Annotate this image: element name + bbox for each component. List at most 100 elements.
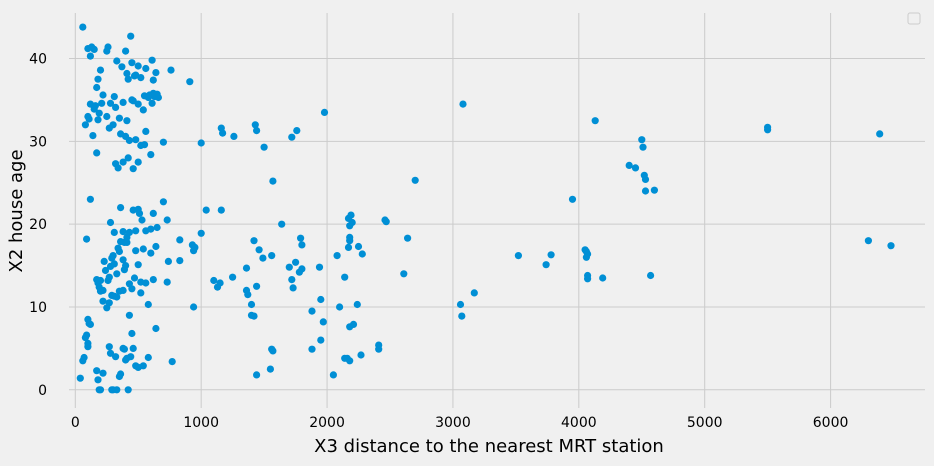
data-point bbox=[152, 324, 160, 333]
data-point bbox=[647, 271, 655, 280]
data-point bbox=[202, 206, 210, 214]
data-point bbox=[119, 228, 127, 236]
data-point bbox=[106, 218, 115, 227]
data-point bbox=[89, 132, 97, 140]
data-point bbox=[137, 74, 145, 82]
data-point bbox=[139, 245, 147, 253]
data-point bbox=[125, 136, 133, 145]
data-point bbox=[167, 66, 175, 74]
data-point bbox=[315, 263, 324, 271]
data-point bbox=[346, 237, 354, 245]
data-point bbox=[112, 103, 120, 111]
data-point bbox=[285, 263, 293, 271]
data-point bbox=[127, 32, 135, 40]
data-point bbox=[99, 91, 107, 99]
data-point bbox=[142, 279, 150, 287]
data-point bbox=[404, 234, 412, 242]
data-point bbox=[641, 187, 650, 195]
data-point bbox=[147, 225, 155, 233]
data-point bbox=[347, 211, 355, 219]
data-point bbox=[219, 129, 227, 137]
data-point bbox=[140, 141, 149, 149]
x-tick-label: 3000 bbox=[435, 415, 471, 431]
data-point bbox=[336, 303, 344, 311]
data-point bbox=[112, 353, 120, 361]
data-point bbox=[118, 63, 126, 71]
data-point bbox=[190, 303, 198, 311]
data-point bbox=[346, 222, 354, 230]
data-point bbox=[230, 132, 238, 140]
data-point bbox=[109, 121, 117, 129]
data-point bbox=[269, 177, 277, 185]
data-point bbox=[105, 299, 113, 307]
data-point bbox=[329, 371, 337, 379]
data-point bbox=[887, 242, 895, 250]
data-point bbox=[104, 43, 112, 51]
data-point bbox=[117, 238, 125, 246]
data-point bbox=[764, 126, 772, 134]
y-tick-label: 40 bbox=[29, 52, 47, 68]
data-point bbox=[132, 136, 140, 144]
x-tick-label: 4000 bbox=[561, 415, 597, 431]
data-point bbox=[266, 365, 274, 373]
data-point bbox=[124, 386, 132, 394]
data-point bbox=[128, 285, 136, 293]
data-point bbox=[81, 121, 89, 129]
data-point bbox=[591, 117, 599, 125]
data-points bbox=[76, 23, 895, 394]
data-point bbox=[354, 242, 363, 251]
data-point bbox=[106, 99, 115, 107]
data-point bbox=[344, 243, 353, 251]
data-point bbox=[113, 270, 121, 278]
data-point bbox=[638, 136, 646, 144]
data-point bbox=[259, 254, 267, 262]
x-tick-label: 2000 bbox=[309, 415, 345, 431]
data-point bbox=[93, 149, 101, 157]
data-point bbox=[353, 300, 361, 309]
data-point bbox=[876, 130, 884, 138]
data-point bbox=[103, 112, 111, 121]
data-point bbox=[119, 158, 127, 166]
data-point bbox=[639, 143, 647, 151]
y-tick-label: 20 bbox=[29, 217, 47, 233]
data-point bbox=[514, 252, 523, 260]
data-point bbox=[375, 341, 383, 349]
data-point bbox=[298, 241, 306, 249]
data-point bbox=[93, 367, 101, 375]
data-point bbox=[84, 343, 92, 351]
data-point bbox=[317, 295, 325, 304]
data-point bbox=[269, 347, 277, 355]
data-point bbox=[164, 257, 172, 265]
data-point bbox=[459, 100, 467, 108]
data-point bbox=[357, 351, 365, 359]
data-point bbox=[197, 139, 205, 147]
data-point bbox=[253, 127, 261, 135]
data-point bbox=[144, 300, 152, 309]
data-point bbox=[80, 353, 88, 362]
data-point bbox=[149, 76, 157, 84]
data-point bbox=[110, 260, 118, 268]
data-point bbox=[83, 235, 91, 243]
data-point bbox=[106, 349, 115, 357]
data-point bbox=[308, 345, 316, 353]
data-point bbox=[152, 242, 160, 251]
data-point bbox=[123, 238, 131, 246]
data-point bbox=[113, 386, 121, 394]
data-point bbox=[94, 116, 102, 124]
data-point bbox=[96, 386, 105, 394]
x-tick-label: 0 bbox=[71, 415, 80, 431]
data-point bbox=[625, 161, 633, 169]
data-point bbox=[288, 133, 296, 141]
data-point bbox=[582, 253, 591, 261]
data-point bbox=[138, 216, 146, 224]
data-point bbox=[250, 312, 258, 320]
data-point bbox=[86, 52, 94, 60]
data-point bbox=[163, 278, 171, 286]
data-point bbox=[144, 353, 152, 362]
data-point bbox=[163, 216, 171, 224]
data-point bbox=[599, 274, 607, 282]
data-point bbox=[90, 45, 98, 54]
data-point bbox=[147, 151, 155, 159]
data-point bbox=[124, 154, 132, 162]
